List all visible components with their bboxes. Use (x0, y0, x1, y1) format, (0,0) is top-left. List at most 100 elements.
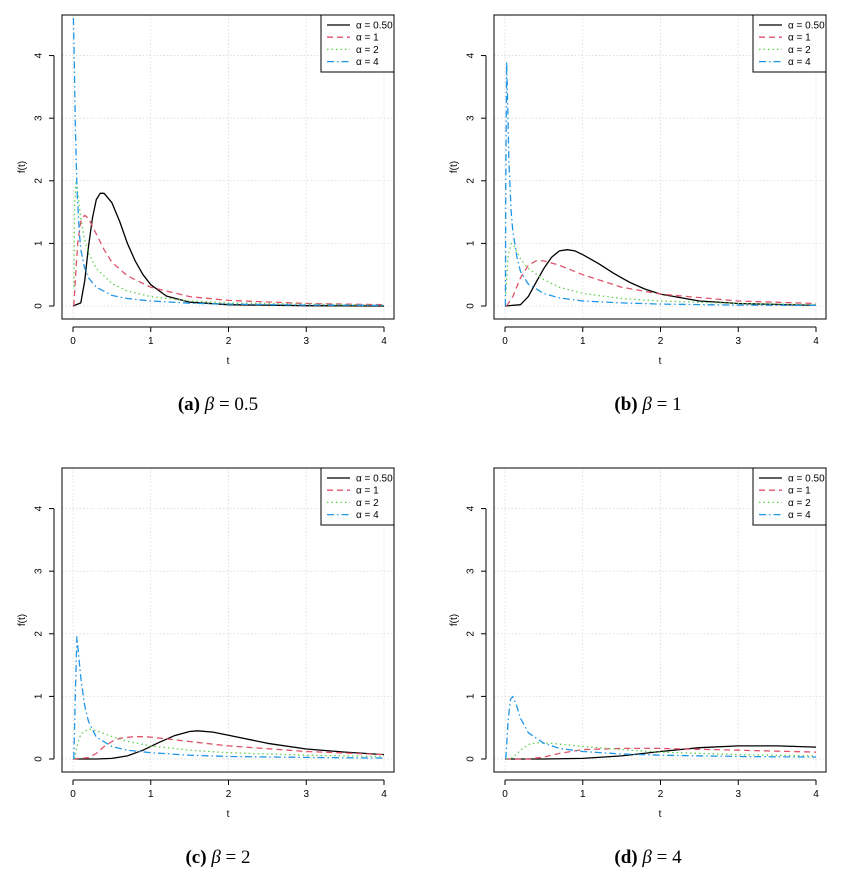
x-tick-label: 3 (303, 336, 309, 347)
series-line-0 (505, 745, 817, 760)
legend-label-1: α = 1 (356, 33, 379, 44)
caption-label: (d) (614, 847, 638, 868)
legend-label-2: α = 2 (356, 498, 379, 509)
legend: α = 0.50α = 1α = 2α = 4 (752, 467, 827, 526)
caption-symbol: β (642, 847, 652, 868)
series-line-1 (73, 214, 385, 307)
caption-value: = 2 (225, 847, 251, 868)
caption-value: = 4 (656, 847, 682, 868)
series-line-2 (73, 180, 385, 306)
series-line-2 (505, 242, 817, 306)
y-tick-label: 4 (466, 52, 477, 58)
legend-label-3: α = 4 (356, 510, 379, 521)
y-axis-label: f(t) (17, 614, 28, 626)
caption-panel-a: (a) β = 0.5 (178, 394, 258, 416)
legend-label-3: α = 4 (356, 57, 379, 68)
legend-label-1: α = 1 (356, 486, 379, 497)
x-tick-label: 2 (658, 336, 664, 347)
plot-frame (493, 467, 827, 773)
series-line-2 (73, 728, 385, 760)
x-tick-label: 4 (381, 336, 387, 347)
x-tick-label: 1 (580, 789, 586, 800)
series-line-1 (505, 747, 817, 760)
x-axis-label: t (227, 809, 230, 820)
x-tick-label: 2 (226, 789, 232, 800)
x-tick-label: 3 (735, 336, 741, 347)
x-tick-label: 4 (813, 789, 819, 800)
x-tick-label: 0 (70, 789, 76, 800)
caption-symbol: β (204, 394, 215, 415)
plot-frame (61, 14, 395, 320)
caption-symbol: β (642, 394, 652, 415)
x-tick-label: 0 (502, 336, 508, 347)
legend-label-3: α = 4 (788, 57, 811, 68)
legend-label-0: α = 0.50 (356, 21, 393, 32)
series-line-3 (72, 17, 385, 307)
legend: α = 0.50α = 1α = 2α = 4 (752, 14, 827, 73)
legend-label-3: α = 4 (788, 510, 811, 521)
y-tick-label: 1 (34, 240, 45, 246)
y-tick-label: 1 (34, 693, 45, 699)
x-tick-label: 0 (502, 789, 508, 800)
y-tick-label: 0 (466, 303, 477, 309)
y-tick-label: 2 (466, 178, 477, 184)
x-tick-label: 1 (148, 336, 154, 347)
y-tick-label: 0 (466, 756, 477, 762)
series-line-1 (72, 735, 385, 760)
y-tick-label: 2 (34, 631, 45, 637)
y-tick-label: 4 (466, 505, 477, 511)
y-tick-label: 3 (34, 568, 45, 574)
legend-label-1: α = 1 (788, 486, 811, 497)
chart-panel-d: 0 1 2 3 4 t 0 1 2 3 4 f(t) α = 0.50α = 1α = 2α = 4 (449, 467, 827, 820)
series-line-3 (73, 636, 385, 760)
legend-label-1: α = 1 (788, 33, 811, 44)
x-tick-label: 3 (303, 789, 309, 800)
series-line-3 (505, 695, 817, 760)
x-tick-label: 4 (813, 336, 819, 347)
legend: α = 0.50α = 1α = 2α = 4 (320, 14, 395, 73)
x-tick-label: 0 (70, 336, 76, 347)
caption-panel-d: (d) β = 4 (614, 847, 681, 869)
y-axis-label: f(t) (449, 614, 460, 626)
caption-value: = 0.5 (218, 394, 259, 415)
series-line-0 (73, 730, 385, 760)
y-tick-label: 4 (34, 52, 45, 58)
y-tick-label: 1 (466, 693, 477, 699)
x-tick-label: 2 (226, 336, 232, 347)
y-tick-label: 1 (466, 240, 477, 246)
series-line-1 (506, 260, 817, 307)
legend-label-0: α = 0.50 (356, 474, 393, 485)
y-tick-label: 2 (466, 631, 477, 637)
y-tick-label: 3 (466, 568, 477, 574)
caption-label: (c) (185, 847, 207, 868)
legend-label-0: α = 0.50 (788, 474, 825, 485)
x-axis-label: t (659, 356, 662, 367)
caption-value: = 1 (656, 394, 682, 415)
y-tick-label: 0 (34, 303, 45, 309)
legend: α = 0.50α = 1α = 2α = 4 (320, 467, 395, 526)
x-axis-label: t (659, 809, 662, 820)
y-tick-label: 3 (466, 115, 477, 121)
caption-symbol: β (211, 847, 221, 868)
y-axis-label: f(t) (449, 161, 460, 173)
chart-panel-c: 0 1 2 3 4 t 0 1 2 3 4 f(t) α = 0.50α = 1α = 2α = 4 (17, 467, 395, 820)
legend-label-0: α = 0.50 (788, 21, 825, 32)
y-tick-label: 4 (34, 505, 45, 511)
plot-frame (493, 14, 827, 320)
legend-label-2: α = 2 (356, 45, 379, 56)
x-tick-label: 1 (580, 336, 586, 347)
series-line-3 (504, 61, 817, 307)
y-tick-label: 3 (34, 115, 45, 121)
chart-panel-a: 0 1 2 3 4 t 0 1 2 3 4 f(t) α = 0.50α = 1α = 2α = 4 (17, 14, 395, 367)
y-tick-label: 2 (34, 178, 45, 184)
legend-label-2: α = 2 (788, 498, 811, 509)
x-axis-label: t (227, 356, 230, 367)
series-line-0 (72, 192, 385, 307)
plot-frame (61, 467, 395, 773)
x-tick-label: 1 (148, 789, 154, 800)
series-line-2 (506, 742, 817, 760)
x-tick-label: 3 (735, 789, 741, 800)
y-axis-label: f(t) (17, 161, 28, 173)
caption-label: (b) (614, 394, 638, 415)
